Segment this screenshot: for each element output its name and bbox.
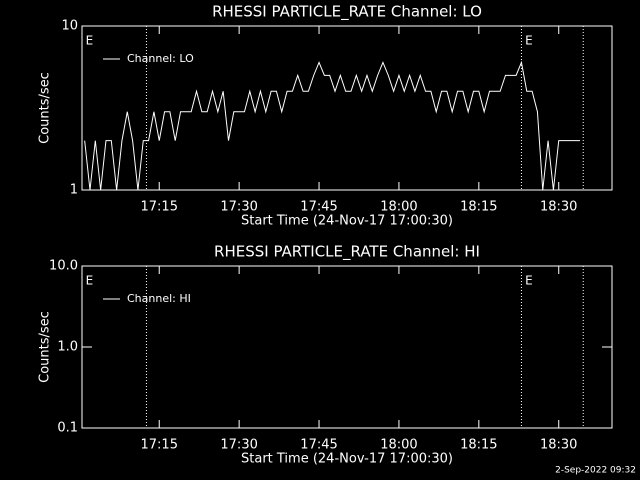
plot-frame bbox=[81, 265, 613, 429]
y-axis-label: Counts/sec bbox=[38, 72, 53, 144]
y-axis-label: Counts/sec bbox=[38, 311, 53, 383]
x-tick-label: 18:15 bbox=[460, 438, 497, 453]
x-tick-label: 18:30 bbox=[540, 200, 577, 215]
x-tick-label: 17:45 bbox=[300, 438, 337, 453]
annotation: E bbox=[86, 274, 94, 288]
x-tick-label: 18:00 bbox=[380, 438, 417, 453]
legend-label: Channel: LO bbox=[127, 52, 194, 65]
y-tick-label: 1.0 bbox=[57, 340, 78, 355]
footer: 2-Sep-2022 09:32 bbox=[555, 466, 636, 476]
plot-frame bbox=[81, 25, 613, 191]
y-tick-label: 10.0 bbox=[49, 259, 78, 274]
legend-label: Channel: HI bbox=[127, 292, 191, 305]
x-tick-label: 17:45 bbox=[300, 200, 337, 215]
y-tick-label: 0.1 bbox=[57, 421, 78, 436]
data-line bbox=[84, 60, 581, 191]
x-tick-label: 18:00 bbox=[380, 200, 417, 215]
x-tick-label: 18:15 bbox=[460, 200, 497, 215]
x-axis-label: Start Time (24-Nov-17 17:00:30) bbox=[241, 214, 453, 229]
y-tick-label: 10 bbox=[61, 19, 78, 34]
chart-title: RHESSI PARTICLE_RATE Channel: HI bbox=[214, 243, 480, 262]
chart-title: RHESSI PARTICLE_RATE Channel: LO bbox=[212, 3, 482, 22]
x-tick-label: 17:30 bbox=[220, 200, 257, 215]
x-axis-label: Start Time (24-Nov-17 17:00:30) bbox=[241, 452, 453, 467]
x-tick-label: 17:15 bbox=[141, 200, 178, 215]
y-tick-label: 1 bbox=[70, 183, 78, 198]
annotation: E bbox=[525, 34, 533, 48]
annotation: E bbox=[525, 274, 533, 288]
annotation: E bbox=[86, 34, 94, 48]
x-tick-label: 18:30 bbox=[540, 438, 577, 453]
x-tick-label: 17:15 bbox=[141, 438, 178, 453]
x-tick-label: 17:30 bbox=[220, 438, 257, 453]
